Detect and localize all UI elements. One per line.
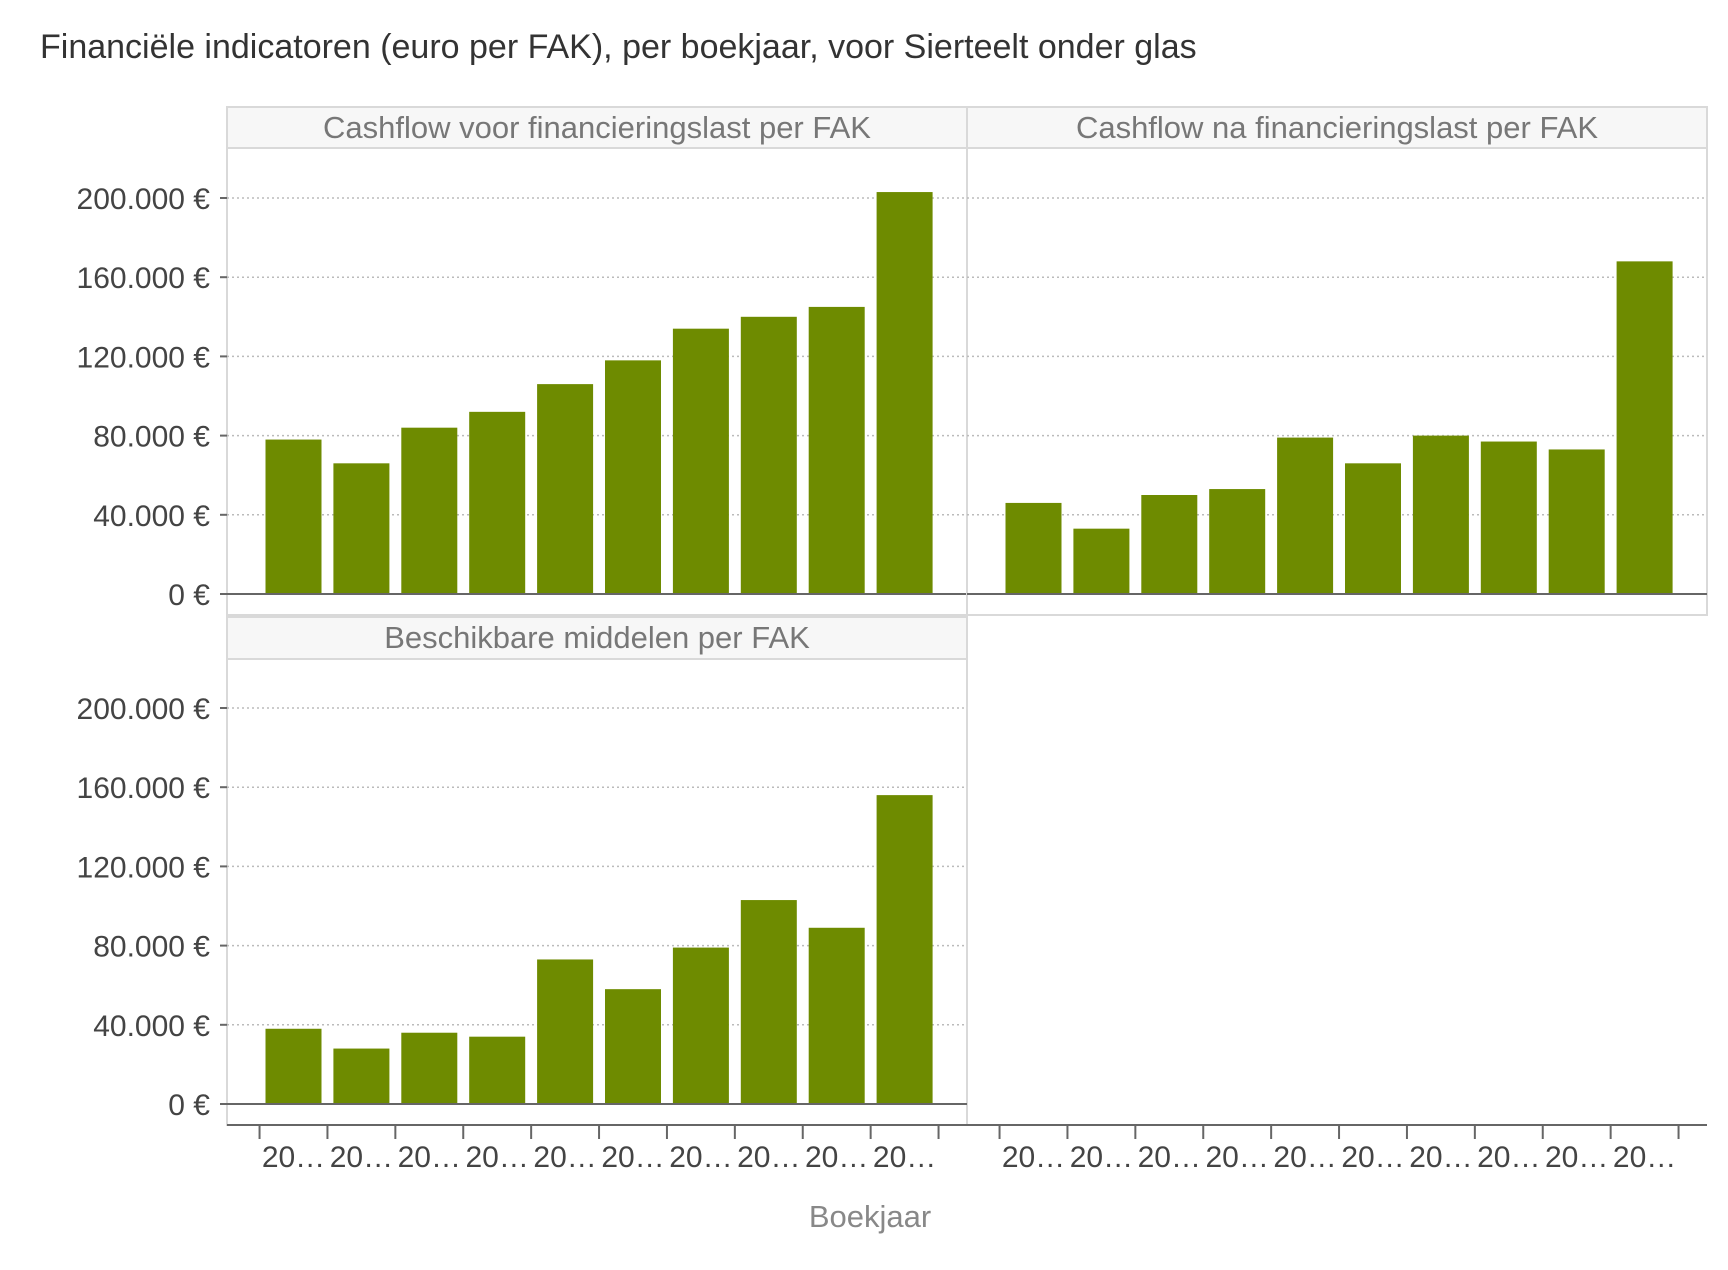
y-tick-label: 0 € [168, 1089, 210, 1122]
facet-title: Beschikbare middelen per FAK [384, 620, 810, 655]
y-tick-label: 160.000 € [77, 772, 211, 805]
bar [1005, 502, 1062, 594]
x-tick-label: 20… [533, 1141, 596, 1174]
bar [1345, 463, 1401, 594]
bar [876, 192, 933, 594]
bar [537, 959, 594, 1104]
y-tick-label: 200.000 € [77, 693, 211, 726]
y-tick-label: 80.000 € [93, 931, 210, 964]
facet-title: Cashflow voor financieringslast per FAK [323, 110, 871, 145]
x-tick-label: 20… [873, 1141, 936, 1174]
bar [401, 427, 458, 594]
x-tick-label: 20… [398, 1141, 461, 1174]
x-tick-label: 20… [1613, 1141, 1676, 1174]
bar [333, 1048, 390, 1104]
x-tick-label: 20… [330, 1141, 393, 1174]
x-tick-label: 20… [262, 1141, 325, 1174]
facet-strip [226, 106, 968, 149]
bar [808, 927, 865, 1104]
bar [1480, 441, 1537, 594]
bar [469, 411, 526, 594]
bar [333, 463, 390, 594]
bar [1073, 528, 1130, 594]
bar [265, 1028, 322, 1104]
x-tick-label: 20… [737, 1141, 800, 1174]
bar [672, 947, 729, 1104]
x-tick-label: 20… [1341, 1141, 1404, 1174]
bar [605, 989, 661, 1104]
bar [1548, 449, 1605, 594]
x-tick-label: 20… [1070, 1141, 1133, 1174]
bar [537, 384, 594, 594]
bar [740, 900, 797, 1104]
bar [672, 328, 729, 594]
y-tick-label: 120.000 € [77, 341, 211, 374]
y-tick-label: 120.000 € [77, 851, 211, 884]
y-tick-label: 40.000 € [93, 500, 210, 533]
y-tick-label: 160.000 € [77, 262, 211, 295]
bar [1412, 435, 1469, 594]
x-tick-label: 20… [1273, 1141, 1336, 1174]
chart-title: Financiële indicatoren (euro per FAK), p… [40, 28, 1197, 66]
bar [808, 306, 865, 594]
bar [876, 795, 933, 1104]
x-tick-label: 20… [1409, 1141, 1472, 1174]
x-tick-label: 20… [466, 1141, 529, 1174]
x-tick-label: 20… [1138, 1141, 1201, 1174]
y-tick-label: 200.000 € [77, 183, 211, 216]
y-tick-label: 40.000 € [93, 1010, 210, 1043]
bar [265, 439, 322, 594]
bar [1616, 261, 1673, 594]
x-tick-label: 20… [1477, 1141, 1540, 1174]
bar [469, 1036, 526, 1104]
x-tick-label: 20… [1002, 1141, 1065, 1174]
bar [401, 1032, 458, 1104]
facet-title: Cashflow na financieringslast per FAK [1076, 110, 1598, 145]
x-tick-label: 20… [669, 1141, 732, 1174]
bar [740, 316, 797, 594]
bar [1277, 437, 1334, 594]
bar [1209, 489, 1266, 594]
bar [605, 360, 661, 594]
facet-strip [226, 616, 968, 660]
x-axis-title: Boekjaar [809, 1199, 931, 1234]
bar [1141, 495, 1198, 594]
x-tick-label: 20… [1206, 1141, 1269, 1174]
y-tick-label: 80.000 € [93, 421, 210, 454]
x-tick-label: 20… [805, 1141, 868, 1174]
x-tick-label: 20… [1545, 1141, 1608, 1174]
facet-strip [966, 106, 1708, 149]
x-tick-label: 20… [601, 1141, 664, 1174]
y-tick-label: 0 € [168, 579, 210, 612]
